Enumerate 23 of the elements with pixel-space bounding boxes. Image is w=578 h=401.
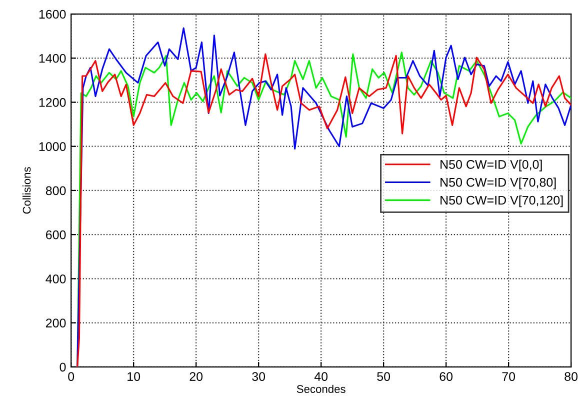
legend-label: N50 CW=ID V[0,0] [440,160,542,172]
x-tick-label: 30 [252,372,266,381]
x-tick-label: 60 [440,372,453,381]
y-tick-label: 200 [46,318,66,328]
y-tick-label: 1200 [39,98,66,107]
x-tick-label: 10 [128,372,140,381]
x-tick-label: 20 [190,372,203,381]
y-tick-label: 1600 [39,10,66,19]
y-tick-label: 400 [46,274,66,284]
y-axis-title: Collisions [22,167,31,214]
legend-label: N50 CW=ID V[70,80] [440,178,556,190]
x-tick-label: 0 [68,372,74,381]
x-tick-label: 40 [314,372,328,381]
x-axis-title: Secondes [296,384,346,393]
y-tick-label: 800 [46,186,66,196]
y-tick-label: 1400 [39,54,66,63]
y-tick-label: 0 [60,362,66,372]
y-tick-label: 600 [46,230,66,240]
legend-label: N50 CW=ID V[70,120] [440,195,563,208]
x-tick-label: 70 [502,372,516,381]
x-tick-label: 50 [377,372,390,381]
y-tick-label: 1000 [39,142,66,152]
x-tick-label: 80 [564,372,578,381]
